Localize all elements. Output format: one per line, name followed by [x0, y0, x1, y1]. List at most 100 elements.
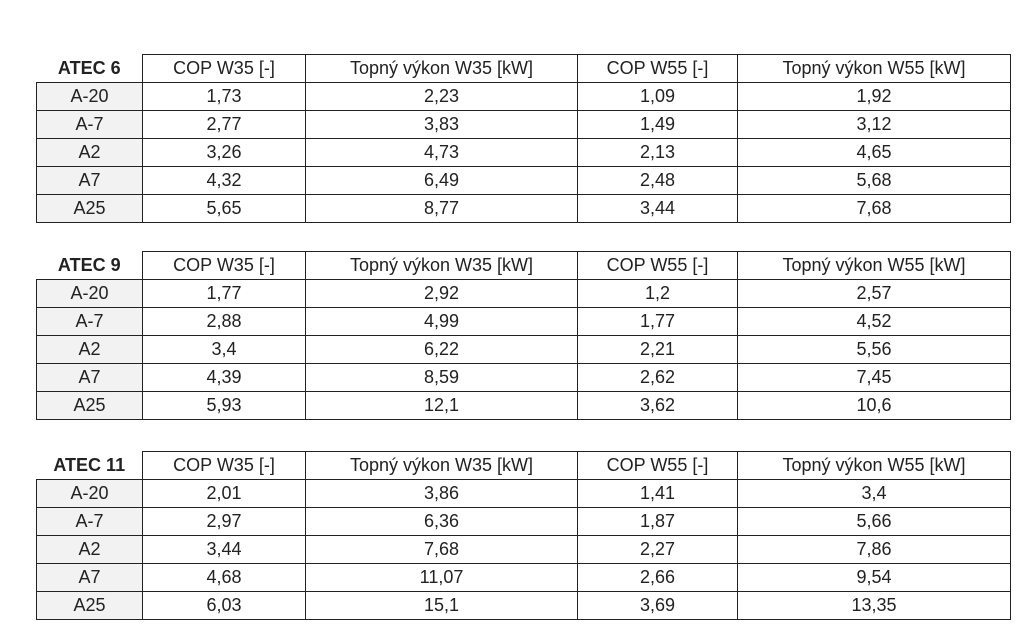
- table-cell: 3,44: [577, 194, 738, 223]
- table-cell: 5,65: [142, 194, 306, 223]
- header-cell: Topný výkon W35 [kW]: [305, 251, 578, 280]
- header-row: ATEC 9 COP W35 [-] Topný výkon W35 [kW] COP…: [36, 251, 1011, 280]
- table-cell: 3,26: [142, 138, 306, 167]
- table-cell: 9,54: [737, 563, 1011, 592]
- table-cell: 2,23: [305, 82, 578, 111]
- table-cell: 3,69: [577, 591, 738, 620]
- table-cell: 3,12: [737, 110, 1011, 139]
- table-cell: 7,45: [737, 363, 1011, 392]
- table-cell: 4,39: [142, 363, 306, 392]
- table-cell: A7: [36, 363, 143, 392]
- table-row: A2 3,4 6,22 2,21 5,56: [36, 335, 1011, 364]
- table-cell: 5,66: [737, 507, 1011, 536]
- table-cell: 13,35: [737, 591, 1011, 620]
- table-row: A25 6,03 15,1 3,69 13,35: [36, 591, 1011, 620]
- table-cell: 1,77: [142, 279, 306, 308]
- table-cell: 4,65: [737, 138, 1011, 167]
- table-cell: A2: [36, 535, 143, 564]
- header-cell: COP W55 [-]: [577, 451, 738, 480]
- table-cell: 6,36: [305, 507, 578, 536]
- table-cell: 4,32: [142, 166, 306, 195]
- table-cell: 12,1: [305, 391, 578, 420]
- table-cell: 1,73: [142, 82, 306, 111]
- header-cell: Topný výkon W55 [kW]: [737, 451, 1011, 480]
- table-cell: 8,77: [305, 194, 578, 223]
- header-cell: Topný výkon W55 [kW]: [737, 54, 1011, 83]
- table-cell: 4,73: [305, 138, 578, 167]
- header-cell: Topný výkon W35 [kW]: [305, 451, 578, 480]
- table-row: A-20 2,01 3,86 1,41 3,4: [36, 479, 1011, 508]
- table-cell: 5,56: [737, 335, 1011, 364]
- table-row: A25 5,65 8,77 3,44 7,68: [36, 194, 1011, 223]
- table-cell: 2,21: [577, 335, 738, 364]
- table-cell: 3,62: [577, 391, 738, 420]
- table-cell: 2,92: [305, 279, 578, 308]
- table-cell: 1,41: [577, 479, 738, 508]
- header-cell: COP W35 [-]: [142, 54, 306, 83]
- table-cell: A7: [36, 166, 143, 195]
- table-cell: 6,22: [305, 335, 578, 364]
- table-cell: 7,86: [737, 535, 1011, 564]
- table-cell: 8,59: [305, 363, 578, 392]
- table-row: A-20 1,77 2,92 1,2 2,57: [36, 279, 1011, 308]
- table-cell: 3,86: [305, 479, 578, 508]
- table-cell: A-7: [36, 507, 143, 536]
- table-cell: 5,93: [142, 391, 306, 420]
- table-cell: 2,13: [577, 138, 738, 167]
- table-cell: 2,97: [142, 507, 306, 536]
- table-cell: 6,49: [305, 166, 578, 195]
- table-cell: 1,77: [577, 307, 738, 336]
- table-cell: 7,68: [305, 535, 578, 564]
- header-row: ATEC 6 COP W35 [-] Topný výkon W35 [kW] COP…: [36, 54, 1011, 83]
- table-cell: 15,1: [305, 591, 578, 620]
- table-cell: 2,88: [142, 307, 306, 336]
- table-cell: 3,4: [142, 335, 306, 364]
- table-cell: 7,68: [737, 194, 1011, 223]
- table-cell: 10,6: [737, 391, 1011, 420]
- header-cell: COP W55 [-]: [577, 251, 738, 280]
- header-cell: ATEC 11: [36, 451, 143, 480]
- table-row: A-7 2,88 4,99 1,77 4,52: [36, 307, 1011, 336]
- header-cell: ATEC 6: [36, 54, 143, 83]
- table-cell: 2,01: [142, 479, 306, 508]
- table-cell: A2: [36, 138, 143, 167]
- table-cell: A-7: [36, 307, 143, 336]
- table-cell: 1,49: [577, 110, 738, 139]
- table-cell: A7: [36, 563, 143, 592]
- table-cell: 1,87: [577, 507, 738, 536]
- table-cell: 4,99: [305, 307, 578, 336]
- header-cell: COP W55 [-]: [577, 54, 738, 83]
- table-row: A-20 1,73 2,23 1,09 1,92: [36, 82, 1011, 111]
- table-cell: 3,83: [305, 110, 578, 139]
- table-cell: A-7: [36, 110, 143, 139]
- table-cell: 3,44: [142, 535, 306, 564]
- table-cell: 2,57: [737, 279, 1011, 308]
- header-cell: ATEC 9: [36, 251, 143, 280]
- table-cell: A-20: [36, 479, 143, 508]
- table-cell: A25: [36, 591, 143, 620]
- table-cell: 4,68: [142, 563, 306, 592]
- header-cell: Topný výkon W35 [kW]: [305, 54, 578, 83]
- table-cell: 4,52: [737, 307, 1011, 336]
- table-row: A-7 2,97 6,36 1,87 5,66: [36, 507, 1011, 536]
- data-table: ATEC 6 COP W35 [-] Topný výkon W35 [kW] COP…: [36, 54, 1011, 223]
- table-cell: A-20: [36, 279, 143, 308]
- table-cell: 3,4: [737, 479, 1011, 508]
- table-cell: 1,09: [577, 82, 738, 111]
- table-cell: 6,03: [142, 591, 306, 620]
- table-row: A2 3,26 4,73 2,13 4,65: [36, 138, 1011, 167]
- table-cell: 2,48: [577, 166, 738, 195]
- table-cell: A-20: [36, 82, 143, 111]
- table-cell: A25: [36, 194, 143, 223]
- table-cell: 2,66: [577, 563, 738, 592]
- header-cell: COP W35 [-]: [142, 251, 306, 280]
- table-cell: 1,2: [577, 279, 738, 308]
- table-row: A7 4,68 11,07 2,66 9,54: [36, 563, 1011, 592]
- table-cell: 2,62: [577, 363, 738, 392]
- table-row: A2 3,44 7,68 2,27 7,86: [36, 535, 1011, 564]
- table-cell: 5,68: [737, 166, 1011, 195]
- table-row: A7 4,39 8,59 2,62 7,45: [36, 363, 1011, 392]
- header-cell: Topný výkon W55 [kW]: [737, 251, 1011, 280]
- table-cell: 11,07: [305, 563, 578, 592]
